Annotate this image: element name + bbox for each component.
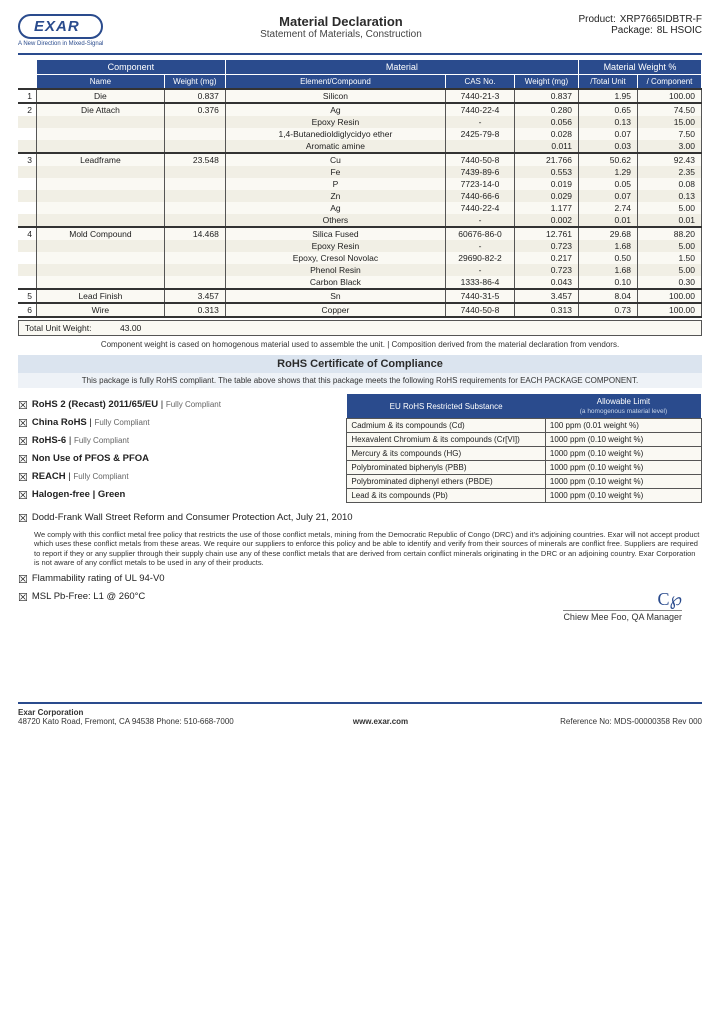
materials-table: Component Material Material Weight % Nam… <box>18 59 702 318</box>
dodd-frank-text: We comply with this conflict metal free … <box>34 530 702 568</box>
compliance-section: ☒RoHS 2 (Recast) 2011/65/EU | Fully Comp… <box>18 394 702 507</box>
total-weight: Total Unit Weight: 43.00 <box>18 320 702 336</box>
compliance-item: ☒Non Use of PFOS & PFOA <box>18 453 346 466</box>
logo-tagline: A New Direction in Mixed-Signal <box>18 41 103 47</box>
doc-subtitle: Statement of Materials, Construction <box>103 29 578 40</box>
table-row: 1Die0.837Silicon7440-21-30.8371.95100.00 <box>18 89 702 103</box>
rohs-sub: This package is fully RoHS compliant. Th… <box>18 373 702 388</box>
table-row: Ag7440-22-41.1772.745.00 <box>18 202 702 214</box>
package-code: 8L HSOIC <box>657 25 702 36</box>
doc-title: Material Declaration <box>103 14 578 29</box>
table-row: Carbon Black1333-86-40.0430.100.30 <box>18 276 702 289</box>
table-row: Polybrominated diphenyl ethers (PBDE)100… <box>347 475 702 489</box>
logo-block: EXAR A New Direction in Mixed-Signal <box>18 14 103 47</box>
footer-url: www.exar.com <box>278 717 483 726</box>
dodd-frank: ☒Dodd-Frank Wall Street Reform and Consu… <box>18 512 702 525</box>
table-row: 1,4-Butanedioldiglycidyo ether2425-79-80… <box>18 128 702 140</box>
compliance-item: ☒Halogen-free | Green <box>18 489 346 502</box>
product-block: Product:XRP7665IDBTR-F Package:8L HSOIC <box>579 14 703 36</box>
table-row: 3Leadframe23.548Cu7440-50-821.76650.6292… <box>18 153 702 166</box>
table-row: Lead & its compounds (Pb)1000 ppm (0.10 … <box>347 489 702 503</box>
table-row: Phenol Resin-0.7231.685.00 <box>18 264 702 276</box>
compliance-item: ☒Flammability rating of UL 94-V0 <box>18 573 702 586</box>
table-row: Cadmium & its compounds (Cd)100 ppm (0.0… <box>347 419 702 433</box>
exar-logo: EXAR <box>18 14 103 39</box>
table-row: Epoxy Resin-0.7231.685.00 <box>18 240 702 252</box>
table-row: 4Mold Compound14.468Silica Fused60676-86… <box>18 227 702 240</box>
table-row: Fe7439-89-60.5531.292.35 <box>18 166 702 178</box>
table-row: 5Lead Finish3.457Sn7440-31-53.4578.04100… <box>18 289 702 303</box>
restricted-substance-table: EU RoHS Restricted SubstanceAllowable Li… <box>346 394 702 503</box>
table-row: P7723-14-00.0190.050.08 <box>18 178 702 190</box>
title-block: Material Declaration Statement of Materi… <box>103 14 578 40</box>
table-row: 6Wire0.313Copper7440-50-80.3130.73100.00 <box>18 303 702 317</box>
compliance-item: ☒RoHS-6 | Fully Compliant <box>18 435 346 448</box>
compliance-item: ☒China RoHS | Fully Compliant <box>18 417 346 430</box>
table-row: Epoxy, Cresol Novolac29690-82-20.2170.50… <box>18 252 702 264</box>
table-footnote: Component weight is cased on homogenous … <box>18 340 702 349</box>
product-code: XRP7665IDBTR-F <box>620 14 702 25</box>
header: EXAR A New Direction in Mixed-Signal Mat… <box>18 14 702 55</box>
table-row: Mercury & its compounds (HG)1000 ppm (0.… <box>347 447 702 461</box>
footer: Exar Corporation48720 Kato Road, Fremont… <box>18 702 702 726</box>
compliance-item: ☒REACH | Fully Compliant <box>18 471 346 484</box>
table-row: Aromatic amine0.0110.033.00 <box>18 140 702 153</box>
table-row: 2Die Attach0.376Ag7440-22-40.2800.6574.5… <box>18 103 702 116</box>
footer-ref: Reference No: MDS-00000358 Rev 000 <box>483 717 702 726</box>
table-row: Others-0.0020.010.01 <box>18 214 702 227</box>
table-row: Hexavalent Chromium & its compounds (Cr[… <box>347 433 702 447</box>
table-row: Polybrominated biphenyls (PBB)1000 ppm (… <box>347 461 702 475</box>
compliance-item: ☒RoHS 2 (Recast) 2011/65/EU | Fully Comp… <box>18 399 346 412</box>
rohs-heading: RoHS Certificate of Compliance <box>18 355 702 373</box>
table-row: Zn7440-66-60.0290.070.13 <box>18 190 702 202</box>
table-row: Epoxy Resin-0.0560.1315.00 <box>18 116 702 128</box>
